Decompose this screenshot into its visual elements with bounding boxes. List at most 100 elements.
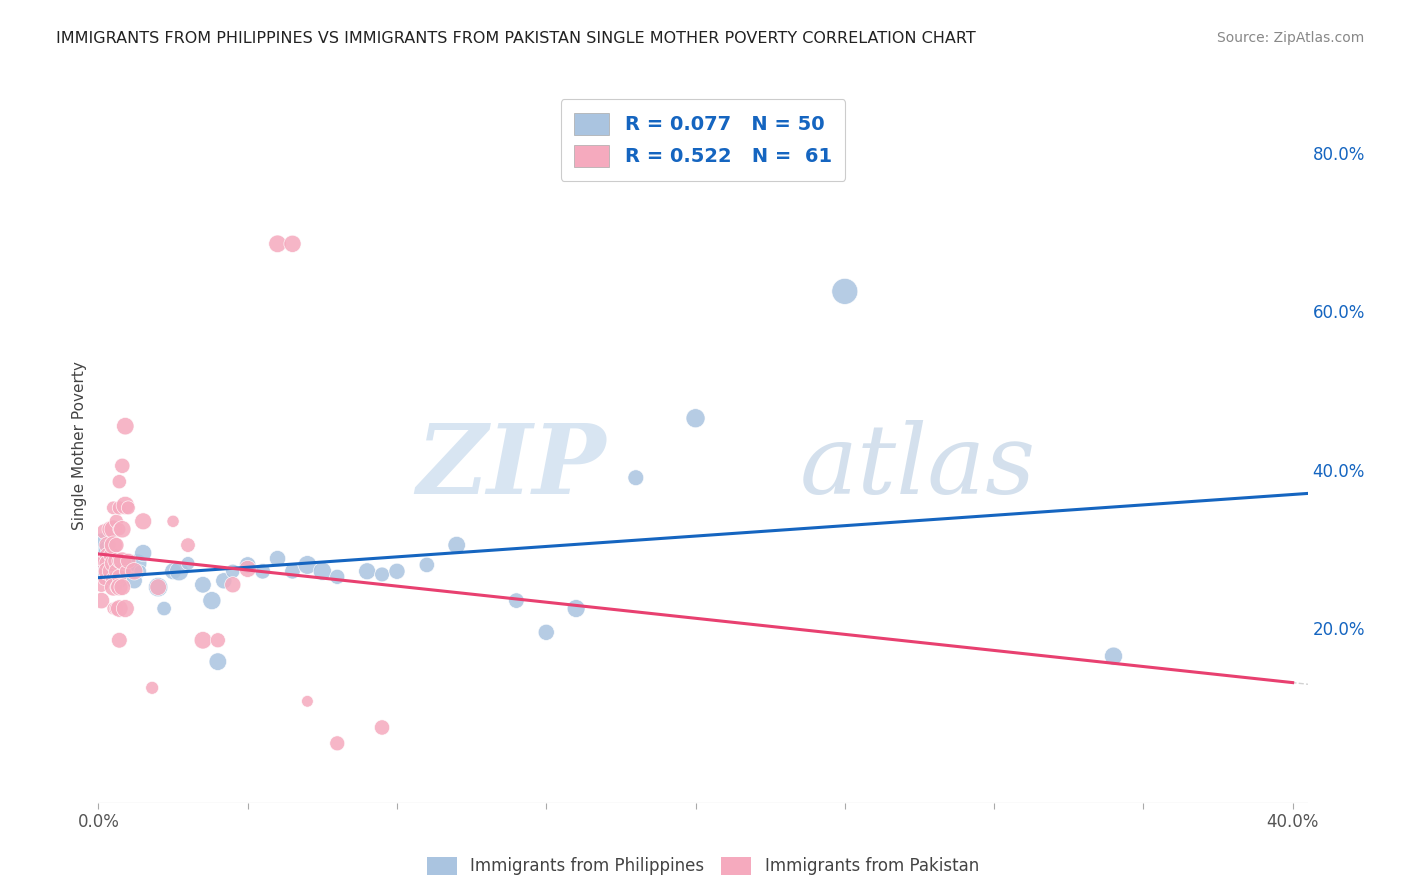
Point [146, 580, 169, 594]
Text: Source: ZipAtlas.com: Source: ZipAtlas.com [1216, 31, 1364, 45]
Point [446, 538, 468, 552]
Point [111, 564, 134, 578]
Point [108, 559, 131, 574]
Point [167, 564, 190, 578]
Point [103, 522, 125, 536]
Point [103, 557, 125, 571]
Point [96, 542, 118, 557]
Point [141, 681, 163, 695]
Point [93, 554, 115, 568]
Point [114, 499, 136, 513]
Point [685, 411, 707, 425]
Point [103, 549, 125, 563]
Point [117, 558, 139, 572]
Point [326, 736, 349, 750]
Point [96, 564, 118, 578]
Point [122, 564, 145, 578]
Point [114, 601, 136, 615]
Point [191, 578, 214, 592]
Point [505, 593, 527, 607]
Point [108, 570, 131, 584]
Point [281, 236, 304, 251]
Point [252, 564, 274, 578]
Point [297, 694, 319, 708]
Point [96, 557, 118, 571]
Point [162, 514, 184, 528]
Point [105, 580, 128, 594]
Point [90, 538, 112, 552]
Point [103, 572, 125, 586]
Point [236, 558, 259, 572]
Point [111, 554, 134, 568]
Point [90, 554, 112, 568]
Point [96, 538, 118, 552]
Point [108, 554, 131, 568]
Legend: Immigrants from Philippines, Immigrants from Pakistan: Immigrants from Philippines, Immigrants … [420, 850, 986, 882]
Point [108, 522, 131, 536]
Y-axis label: Single Mother Poverty: Single Mother Poverty [72, 361, 87, 531]
Point [191, 633, 214, 648]
Point [90, 593, 112, 607]
Point [624, 471, 647, 485]
Text: IMMIGRANTS FROM PHILIPPINES VS IMMIGRANTS FROM PAKISTAN SINGLE MOTHER POVERTY CO: IMMIGRANTS FROM PHILIPPINES VS IMMIGRANT… [56, 31, 976, 46]
Point [122, 574, 145, 588]
Point [236, 562, 259, 576]
Point [103, 500, 125, 515]
Point [103, 564, 125, 578]
Point [108, 633, 131, 648]
Point [98, 564, 121, 578]
Point [93, 572, 115, 586]
Point [132, 514, 155, 528]
Point [222, 578, 245, 592]
Point [153, 601, 176, 615]
Point [117, 500, 139, 515]
Point [201, 593, 224, 607]
Point [207, 633, 229, 648]
Point [93, 562, 115, 576]
Point [117, 554, 139, 568]
Point [326, 570, 349, 584]
Point [96, 549, 118, 563]
Point [416, 558, 439, 572]
Point [266, 551, 288, 566]
Point [108, 475, 131, 489]
Point [98, 572, 121, 586]
Point [177, 557, 200, 571]
Point [98, 522, 121, 536]
Point [93, 564, 115, 578]
Point [105, 567, 128, 582]
Point [111, 580, 134, 594]
Point [98, 557, 121, 571]
Point [132, 546, 155, 560]
Point [90, 578, 112, 592]
Legend: R = 0.077   N = 50, R = 0.522   N =  61: R = 0.077 N = 50, R = 0.522 N = 61 [561, 99, 845, 181]
Point [93, 554, 115, 568]
Point [207, 655, 229, 669]
Point [105, 558, 128, 572]
Point [103, 580, 125, 594]
Point [114, 558, 136, 572]
Point [105, 601, 128, 615]
Point [111, 458, 134, 473]
Point [129, 564, 152, 578]
Point [98, 549, 121, 563]
Point [127, 557, 149, 571]
Text: atlas: atlas [800, 420, 1036, 515]
Point [93, 524, 115, 539]
Point [536, 625, 558, 640]
Point [105, 554, 128, 568]
Point [311, 564, 333, 578]
Point [212, 574, 235, 588]
Point [105, 514, 128, 528]
Point [834, 285, 856, 299]
Point [105, 538, 128, 552]
Point [297, 558, 319, 572]
Point [162, 564, 184, 578]
Point [103, 538, 125, 552]
Point [385, 564, 408, 578]
Point [108, 580, 131, 594]
Point [146, 580, 169, 594]
Point [108, 601, 131, 615]
Point [1102, 649, 1125, 664]
Point [114, 419, 136, 434]
